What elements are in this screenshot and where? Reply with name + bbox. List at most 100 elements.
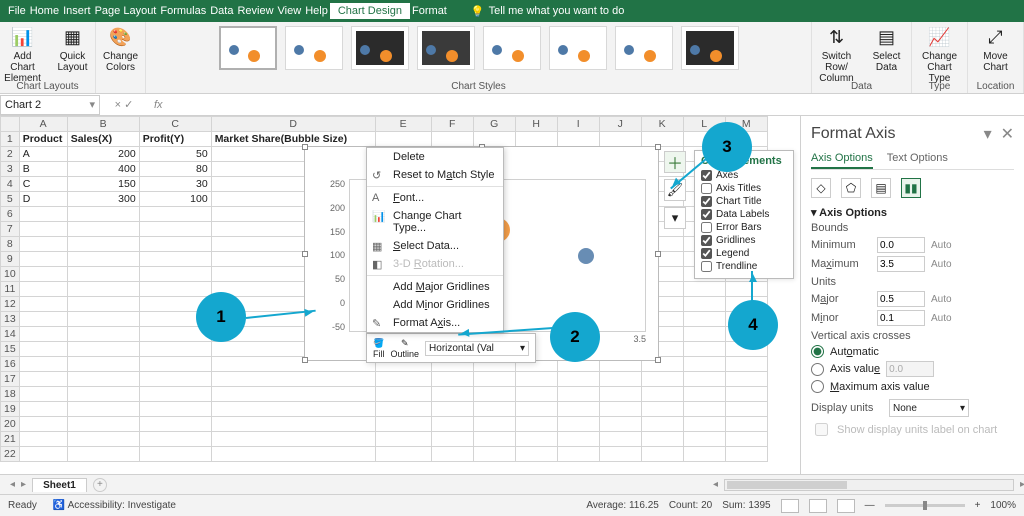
zoom-out-button[interactable]: — [865,500,875,511]
tab-axis-options[interactable]: Axis Options [811,152,873,169]
menu-page-layout[interactable]: Page Layout [93,3,159,19]
pane-title: Format Axis [811,125,895,143]
ctx-reset-to-match-style[interactable]: ↺Reset to Match Style [367,166,503,184]
ctx-font[interactable]: AFont... [367,189,503,207]
accessibility-status[interactable]: ♿ Accessibility: Investigate [53,500,176,511]
ce-legend[interactable]: Legend [701,248,787,259]
chart-style-8[interactable] [681,26,739,70]
stat-sum: Sum: 1395 [722,500,770,511]
tell-me[interactable]: 💡 Tell me what you want to do [471,5,624,18]
fill-button[interactable]: 🪣Fill [373,338,385,359]
tab-nav-next[interactable]: ▸ [21,479,26,490]
ce-error-bars[interactable]: Error Bars [701,222,787,233]
sheet-tabs: ◂ ▸ Sheet1 + ◂ ▸ [0,474,1024,494]
axis-options-icon[interactable]: ▮▮ [901,178,921,198]
switch-row-col-button[interactable]: ⇅Switch Row/ Column [815,24,859,84]
outline-button[interactable]: ✎Outline [391,338,420,359]
chart-style-4[interactable] [417,26,475,70]
ctx-select-data[interactable]: ▦Select Data... [367,237,503,255]
chart-style-3[interactable] [351,26,409,70]
move-chart-button[interactable]: ⤢Move Chart [974,24,1018,73]
ctx-add-major-gridlines[interactable]: Add Major Gridlines [367,278,503,296]
sheet-tab-sheet1[interactable]: Sheet1 [32,478,87,492]
menu-data[interactable]: Data [208,3,235,19]
units-label: Units [811,276,1014,288]
chart-style-7[interactable] [615,26,673,70]
display-units-select[interactable]: None▾ [889,399,969,417]
mini-toolbar[interactable]: 🪣Fill ✎Outline Horizontal (Val▾ [366,333,536,363]
menu-home[interactable]: Home [28,3,61,19]
worksheet-grid[interactable]: ABCDEFGHIJKLM1ProductSales(X)Profit(Y)Ma… [0,116,800,474]
ctx-delete[interactable]: Delete [367,148,503,166]
quick-layout-button[interactable]: ▦Quick Layout [51,24,95,73]
formula-bar-row: Chart 2▾ × ✓ fx [0,94,1024,116]
group-label: Chart Layouts [16,81,78,92]
chart-elements-popup[interactable]: Chart Elements Axes Axis Titles Chart Ti… [694,150,794,279]
annotation-callout-3: 3 [702,122,752,172]
status-ready: Ready [8,500,37,511]
axis-value-input [886,361,934,377]
tab-nav-prev[interactable]: ◂ [10,479,15,490]
ce-data-labels[interactable]: Data Labels [701,209,787,220]
section-axis-options[interactable]: ▾ Axis Options [811,206,1014,219]
add-sheet-button[interactable]: + [93,478,107,492]
ce-chart-title[interactable]: Chart Title [701,196,787,207]
annotation-callout-2: 2 [550,312,600,362]
menu-insert[interactable]: Insert [61,3,93,19]
crosses-max-radio[interactable] [811,380,824,393]
ce-trendline[interactable]: Trendline [701,261,787,272]
status-bar: Ready ♿ Accessibility: Investigate Avera… [0,494,1024,516]
ce-gridlines[interactable]: Gridlines [701,235,787,246]
effects-icon[interactable]: ⬠ [841,178,861,198]
menu-view[interactable]: View [276,3,304,19]
formula-bar[interactable] [163,96,1024,114]
menu-chart-design[interactable]: Chart Design [330,3,410,19]
chart-y-axis[interactable]: 250200150100500-50 [317,179,345,332]
chart-filters-button[interactable]: ▾ [664,207,686,229]
horizontal-scrollbar[interactable]: ◂ ▸ [724,479,1014,491]
change-chart-type-button[interactable]: 📈Change Chart Type [918,24,962,84]
ce-axes[interactable]: Axes [701,170,787,181]
selection-dropdown[interactable]: Horizontal (Val▾ [425,341,529,356]
chart-style-5[interactable] [483,26,541,70]
annotation-callout-4: 4 [728,300,778,350]
ce-axis-titles[interactable]: Axis Titles [701,183,787,194]
view-layout-button[interactable] [809,499,827,513]
ctx-d-rotation: ◧3-D Rotation... [367,255,503,273]
zoom-level[interactable]: 100% [990,500,1016,511]
context-menu[interactable]: Delete↺Reset to Match Style AFont...📊Chan… [366,147,504,333]
close-icon[interactable]: ✕ [1001,126,1014,143]
bounds-min-input[interactable] [877,237,925,253]
chart-style-1[interactable] [219,26,277,70]
menu-file[interactable]: File [6,3,28,19]
pane-options-icon[interactable]: ▾ [984,126,992,143]
formula-icons[interactable]: × ✓ [100,98,148,111]
view-break-button[interactable] [837,499,855,513]
zoom-slider[interactable] [885,504,965,507]
crosses-automatic-radio[interactable] [811,345,824,358]
data-bubble[interactable] [578,248,594,264]
bounds-max-input[interactable] [877,256,925,272]
units-minor-input[interactable] [877,310,925,326]
chart-style-6[interactable] [549,26,607,70]
units-major-input[interactable] [877,291,925,307]
size-props-icon[interactable]: ▤ [871,178,891,198]
name-box[interactable]: Chart 2▾ [0,95,100,115]
add-chart-element-button[interactable]: 📊Add Chart Element [1,24,45,84]
menu-format[interactable]: Format [410,3,449,19]
chart-style-2[interactable] [285,26,343,70]
select-data-button[interactable]: ▤Select Data [865,24,909,73]
crosses-axis-value-radio[interactable] [811,363,824,376]
menu-review[interactable]: Review [235,3,275,19]
tab-text-options[interactable]: Text Options [887,152,948,169]
zoom-in-button[interactable]: + [975,500,981,511]
menu-formulas[interactable]: Formulas [158,3,208,19]
change-colors-button[interactable]: 🎨Change Colors [99,24,143,73]
ctx-add-minor-gridlines[interactable]: Add Minor Gridlines [367,296,503,314]
chart-elements-button[interactable]: ＋ [664,151,686,173]
ctx-change-chart-type[interactable]: 📊Change Chart Type... [367,207,503,237]
fill-line-icon[interactable]: ◇ [811,178,831,198]
view-normal-button[interactable] [781,499,799,513]
menu-help[interactable]: Help [303,3,330,19]
ctx-format-axis[interactable]: ✎Format Axis... [367,314,503,332]
